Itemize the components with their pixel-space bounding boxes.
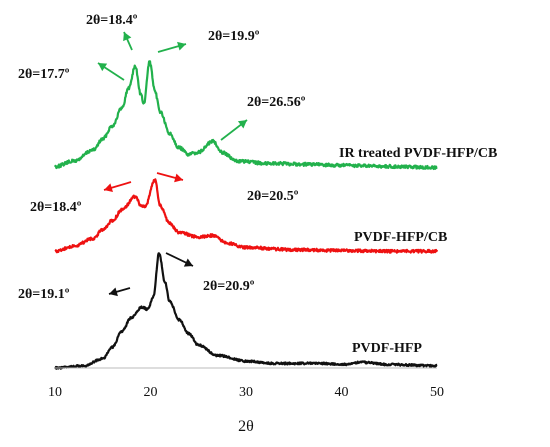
peak-annotations: 2θ=17.7º 2θ=18.4º 2θ=19.9º 2θ=26.56º 2θ=18.4… [18, 13, 306, 302]
pvdf-hfp-line [54, 252, 438, 370]
annotation-arrow-head [109, 287, 118, 297]
annotation-arrow-head [123, 32, 132, 42]
peak-annotation-label: 2θ=19.1º [18, 287, 70, 302]
annotation-arrow-head [177, 41, 186, 51]
ir-treated-pvdf-hfp-cb-line [54, 60, 438, 171]
annotation-arrow-head [98, 63, 108, 72]
x-axis-label: 2θ [238, 418, 254, 435]
peak-annotation-label: 2θ=18.4º [86, 13, 138, 28]
pvdf-hfp-cb-line [54, 178, 439, 254]
annotation-arrow-head [174, 173, 183, 183]
x-tick-labels: 10 20 30 40 50 [48, 385, 444, 400]
peak-annotation-label: 2θ=20.5º [247, 189, 299, 204]
peak-annotation-label: 2θ=18.4º [30, 200, 82, 215]
series-label-pvdf-hfp-cb: PVDF-HFP/CB [354, 230, 447, 245]
annotation-arrow-head [183, 258, 193, 267]
peak-annotation-label: 2θ=17.7º [18, 67, 70, 82]
series-labels: IR treated PVDF-HFP/CB PVDF-HFP/CB PVDF-… [339, 146, 497, 356]
curves-layer [54, 60, 439, 370]
x-tick-label: 50 [430, 385, 444, 400]
x-tick-label: 20 [144, 385, 158, 400]
series-label-pvdf-hfp: PVDF-HFP [352, 341, 422, 356]
x-tick-label: 10 [48, 385, 62, 400]
x-tick-label: 40 [335, 385, 349, 400]
series-label-ir-treated: IR treated PVDF-HFP/CB [339, 146, 497, 161]
x-tick-label: 30 [239, 385, 253, 400]
peak-annotation-label: 2θ=26.56º [247, 95, 306, 110]
peak-annotation-label: 2θ=20.9º [203, 279, 255, 294]
peak-annotation-label: 2θ=19.9º [208, 29, 260, 44]
annotation-arrow-head [104, 183, 113, 193]
annotation-arrow-head [237, 120, 247, 129]
